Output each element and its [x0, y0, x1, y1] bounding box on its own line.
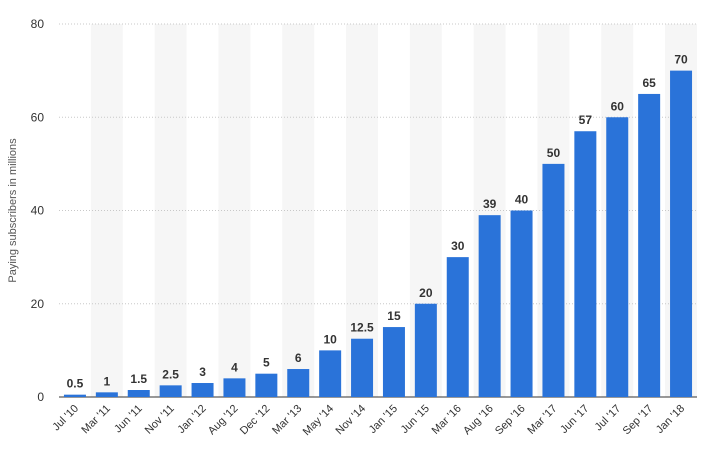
bar [510, 210, 533, 397]
data-label: 60 [611, 99, 625, 113]
data-label: 30 [451, 239, 465, 253]
band-1 [90, 24, 123, 397]
bar [95, 392, 118, 397]
bar [638, 93, 661, 397]
data-label: 50 [547, 146, 561, 160]
y-tick-label: 80 [31, 17, 45, 31]
data-label: 5 [263, 356, 270, 370]
x-tick-label: May '14 [301, 403, 336, 438]
data-label: 15 [387, 309, 401, 323]
data-label: 65 [642, 76, 656, 90]
data-labels: 0.5 1 1.5 2.5 3 4 5 6 10 12.5 15 20 30 39 40 50 57 60 65 70 [67, 53, 688, 391]
bar [127, 390, 150, 397]
bar [414, 303, 437, 397]
bar [319, 350, 342, 397]
bars [63, 70, 693, 398]
x-tick-label: Jan '15 [367, 403, 400, 436]
x-tick-label: Mar '16 [430, 403, 464, 437]
x-tick-label: Nov '14 [334, 403, 369, 438]
x-tick-label: Mar '11 [79, 403, 113, 437]
bar [478, 215, 501, 397]
bar [574, 131, 597, 398]
x-tick-label: Mar '13 [270, 403, 304, 437]
data-label: 40 [515, 193, 529, 207]
bar [542, 163, 565, 397]
bar [159, 385, 182, 397]
data-label: 1.5 [130, 372, 147, 386]
x-tick-label: Jun '17 [558, 403, 591, 436]
y-axis-label: Paying subscribers in millions [7, 138, 19, 283]
x-tick-label: Jan '12 [175, 403, 208, 436]
bar [191, 383, 214, 397]
data-label: 1 [104, 374, 111, 388]
data-label: 57 [579, 113, 593, 127]
data-label: 4 [231, 360, 238, 374]
data-label: 3 [199, 365, 206, 379]
data-label: 12.5 [350, 321, 374, 335]
x-tick-label: Sep '16 [493, 403, 528, 438]
data-label: 39 [483, 197, 497, 211]
x-tick-label: Aug '12 [206, 403, 241, 438]
data-label: 70 [674, 53, 688, 67]
bar [446, 257, 469, 397]
data-label: 10 [323, 332, 337, 346]
bar [670, 70, 693, 397]
x-tick-label: Jun '15 [399, 403, 432, 436]
bar [351, 338, 374, 397]
data-label: 2.5 [162, 367, 179, 381]
x-tick-label: Jul '10 [50, 403, 81, 434]
x-tick-label: Dec '12 [238, 403, 273, 438]
x-tick-label: Nov '11 [143, 403, 177, 437]
bar [63, 394, 86, 397]
y-tick-label: 0 [37, 390, 44, 404]
data-label: 20 [419, 286, 433, 300]
bar [287, 369, 310, 397]
bar [255, 373, 278, 397]
data-label: 0.5 [67, 377, 84, 391]
y-tick-label: 60 [31, 110, 45, 124]
y-tick-label: 20 [31, 297, 45, 311]
data-label: 6 [295, 351, 302, 365]
bar [382, 327, 405, 397]
x-tick-label: Sep '17 [621, 403, 656, 438]
x-tick-label: Jul '17 [593, 403, 624, 434]
x-tick-label: Mar '17 [525, 403, 559, 437]
y-tick-label: 40 [31, 204, 45, 218]
bar [606, 117, 629, 397]
x-tick-label: Jun '11 [112, 403, 145, 436]
x-tick-label: Jan '18 [654, 403, 687, 436]
x-tick-label: Aug '16 [461, 403, 496, 438]
bar [223, 378, 246, 397]
y-axis-ticks: 0 20 40 60 80 [31, 17, 45, 404]
